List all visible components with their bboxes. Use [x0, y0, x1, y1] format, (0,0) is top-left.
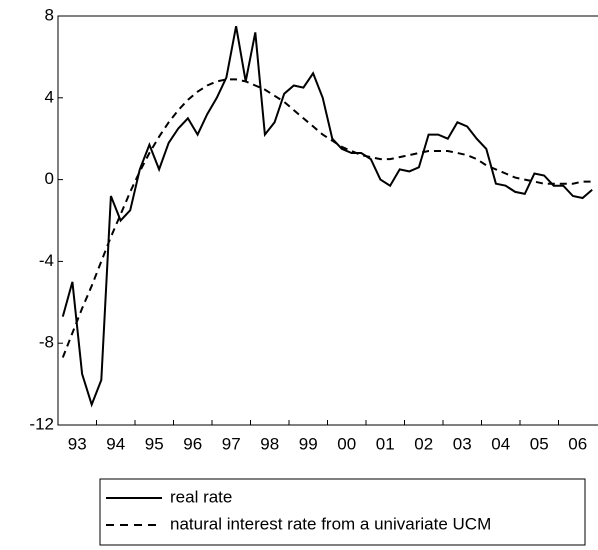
y-tick-label: -8 [39, 333, 54, 352]
legend-box [99, 478, 586, 546]
y-tick-label: -4 [39, 251, 54, 270]
y-tick-label: 8 [45, 5, 54, 24]
x-tick-label: 04 [491, 434, 510, 453]
x-tick-label: 01 [376, 434, 395, 453]
x-tick-label: 02 [414, 434, 433, 453]
y-tick-label: 0 [45, 169, 54, 188]
series-line [61, 26, 593, 408]
y-tick-label: 4 [45, 87, 54, 106]
x-tick-label: 06 [568, 434, 587, 453]
x-tick-label: 93 [68, 434, 87, 453]
x-tick-label: 94 [106, 434, 125, 453]
legend-label: real rate [170, 487, 232, 506]
legend-label: natural interest rate from a univariate … [170, 514, 491, 533]
x-tick-label: 97 [222, 434, 241, 453]
y-tick-label: -12 [29, 414, 54, 433]
x-tick-label: 95 [145, 434, 164, 453]
x-tick-label: 03 [453, 434, 472, 453]
x-tick-label: 05 [530, 434, 549, 453]
x-tick-label: 00 [337, 434, 356, 453]
x-tick-label: 96 [183, 434, 202, 453]
plot-frame [57, 15, 598, 426]
x-tick-label: 98 [260, 434, 279, 453]
series-line [61, 78, 593, 358]
x-tick-label: 99 [299, 434, 318, 453]
